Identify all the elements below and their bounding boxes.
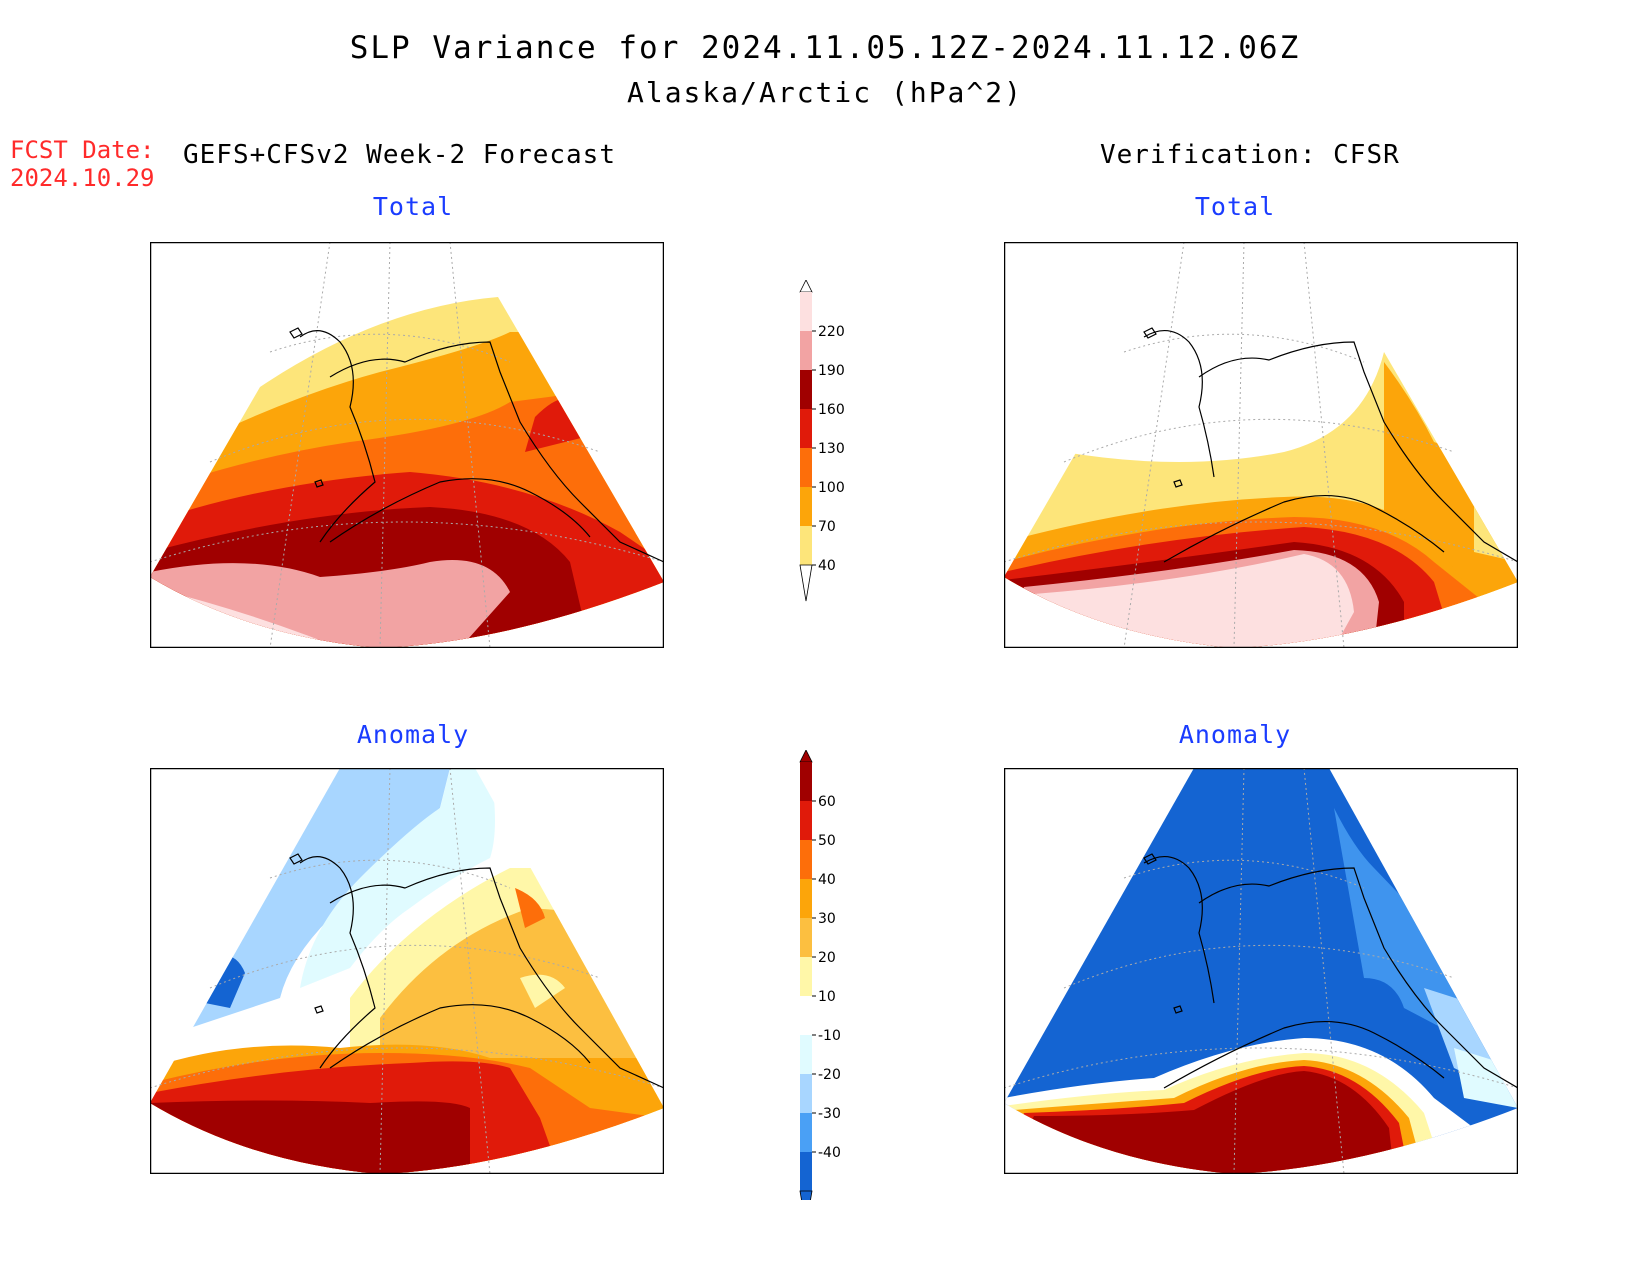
verification-total-map xyxy=(1004,242,1518,648)
verification-anomaly-title: Anomaly xyxy=(1178,720,1292,749)
anomaly-colorbar-swatch xyxy=(800,801,812,840)
total-colorbar-tick-label: 190 xyxy=(818,363,845,379)
total-colorbar-swatch xyxy=(800,526,812,565)
figure-title: SLP Variance for 2024.11.05.12Z-2024.11.… xyxy=(349,30,1301,66)
total-colorbar-tick-label: 160 xyxy=(818,402,845,418)
total-colorbar-top-extend xyxy=(799,279,813,293)
forecast-total-map xyxy=(150,242,664,648)
anomaly-colorbar-swatch xyxy=(800,1035,812,1074)
anomaly-colorbar-tick-label: -10 xyxy=(818,1028,841,1044)
anomaly-colorbar-tick-label: 50 xyxy=(818,833,836,849)
total-colorbar-swatch xyxy=(800,487,812,526)
total-colorbar-tick-label: 100 xyxy=(818,480,845,496)
anomaly-colorbar-tick-label: -20 xyxy=(818,1067,841,1083)
anomaly-colorbar-tick-label: 60 xyxy=(818,794,836,810)
total-colorbar-swatch xyxy=(800,370,812,409)
anomaly-colorbar-tick-label: 20 xyxy=(818,950,836,966)
total-colorbar: 220 190 160 130 100 70 40 xyxy=(790,279,870,624)
anomaly-colorbar-swatch xyxy=(800,840,812,879)
anomaly-colorbar: 60 50 40 30 20 10 -10 -20 -30 -40 xyxy=(790,749,870,1228)
anomaly-colorbar-swatch xyxy=(800,879,812,918)
forecast-anomaly-map xyxy=(150,768,664,1174)
forecast-anomaly-title: Anomaly xyxy=(356,720,470,749)
total-colorbar-swatch xyxy=(800,292,812,331)
anomaly-colorbar-tick-label: 10 xyxy=(818,989,836,1005)
anomaly-colorbar-tick-label: 30 xyxy=(818,911,836,927)
verification-total-title: Total xyxy=(1194,192,1276,221)
total-colorbar-tick-label: 220 xyxy=(818,324,845,340)
anomaly-colorbar-swatch xyxy=(800,1152,812,1191)
forecast-heading: GEFS+CFSv2 Week-2 Forecast xyxy=(183,140,616,170)
anomaly-colorbar-tick-label: -40 xyxy=(818,1145,841,1161)
total-colorbar-tick-label: 70 xyxy=(818,519,836,535)
anomaly-colorbar-swatch xyxy=(800,762,812,801)
anomaly-colorbar-swatch xyxy=(800,1113,812,1152)
anomaly-colorbar-bottom-extend xyxy=(799,1190,813,1228)
total-colorbar-bottom-extend xyxy=(799,564,813,602)
total-colorbar-swatch xyxy=(800,409,812,448)
total-colorbar-swatch xyxy=(800,331,812,370)
anomaly-colorbar-swatch xyxy=(800,918,812,957)
anomaly-colorbar-swatch xyxy=(800,1074,812,1113)
anomaly-colorbar-swatch xyxy=(800,957,812,996)
verification-anomaly-map xyxy=(1004,768,1518,1174)
forecast-total-title: Total xyxy=(372,192,454,221)
anomaly-colorbar-swatch xyxy=(800,996,812,1035)
fcst-date: FCST Date: 2024.10.29 xyxy=(10,136,155,192)
figure-subtitle: Alaska/Arctic (hPa^2) xyxy=(626,76,1023,109)
total-colorbar-tick-label: 130 xyxy=(818,441,845,457)
fcst-date-label: FCST Date: xyxy=(10,136,155,164)
anomaly-colorbar-top-extend xyxy=(799,749,813,763)
anomaly-colorbar-tick-label: 40 xyxy=(818,872,836,888)
verification-heading: Verification: CFSR xyxy=(1100,140,1400,170)
anomaly-colorbar-tick-label: -30 xyxy=(818,1106,841,1122)
total-colorbar-swatch xyxy=(800,448,812,487)
total-colorbar-tick-label: 40 xyxy=(818,558,836,574)
fcst-date-value: 2024.10.29 xyxy=(10,164,155,192)
